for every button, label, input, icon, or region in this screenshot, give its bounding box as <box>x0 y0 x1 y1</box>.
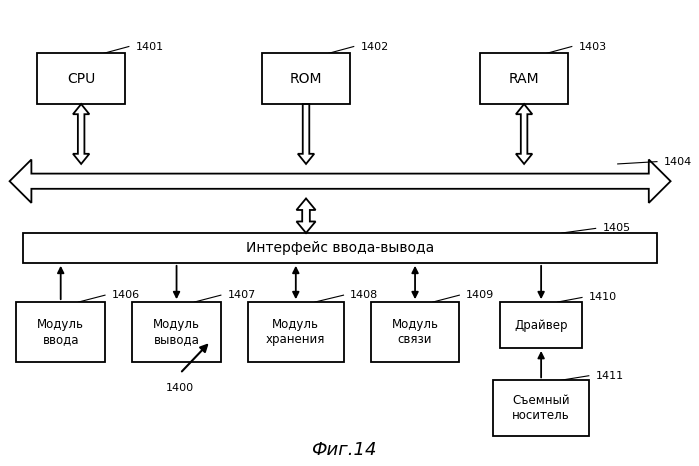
Text: 1408: 1408 <box>350 290 379 300</box>
Text: 1409: 1409 <box>466 290 494 300</box>
Text: CPU: CPU <box>67 72 95 86</box>
Text: 1404: 1404 <box>664 157 692 167</box>
Text: 1410: 1410 <box>589 293 617 302</box>
Text: 1403: 1403 <box>579 41 607 52</box>
Bar <box>16 302 105 362</box>
Text: Модуль
связи: Модуль связи <box>391 318 438 346</box>
Text: 1405: 1405 <box>603 223 630 233</box>
Polygon shape <box>73 104 89 164</box>
Bar <box>370 302 459 362</box>
Polygon shape <box>298 104 314 164</box>
Text: Модуль
хранения: Модуль хранения <box>266 318 326 346</box>
Bar <box>493 380 589 436</box>
Text: Интерфейс ввода-вывода: Интерфейс ввода-вывода <box>246 241 434 255</box>
Bar <box>500 302 582 348</box>
Polygon shape <box>296 199 315 233</box>
Text: 1411: 1411 <box>596 371 624 381</box>
Text: 1400: 1400 <box>166 383 194 393</box>
Bar <box>132 302 221 362</box>
Text: 1402: 1402 <box>361 41 389 52</box>
Bar <box>261 54 350 104</box>
Text: Съемный
носитель: Съемный носитель <box>512 394 570 422</box>
Bar <box>248 302 343 362</box>
Bar <box>480 54 568 104</box>
Text: Фиг.14: Фиг.14 <box>311 441 376 459</box>
Text: 1407: 1407 <box>228 290 256 300</box>
Polygon shape <box>10 159 670 203</box>
Text: Драйвер: Драйвер <box>514 319 568 332</box>
Text: ROM: ROM <box>290 72 322 86</box>
Polygon shape <box>516 104 532 164</box>
Bar <box>37 54 125 104</box>
Text: RAM: RAM <box>509 72 540 86</box>
Text: Модуль
ввода: Модуль ввода <box>37 318 84 346</box>
Bar <box>23 233 657 263</box>
Text: 1401: 1401 <box>136 41 164 52</box>
Text: 1406: 1406 <box>112 290 140 300</box>
Text: Модуль
вывода: Модуль вывода <box>153 318 200 346</box>
